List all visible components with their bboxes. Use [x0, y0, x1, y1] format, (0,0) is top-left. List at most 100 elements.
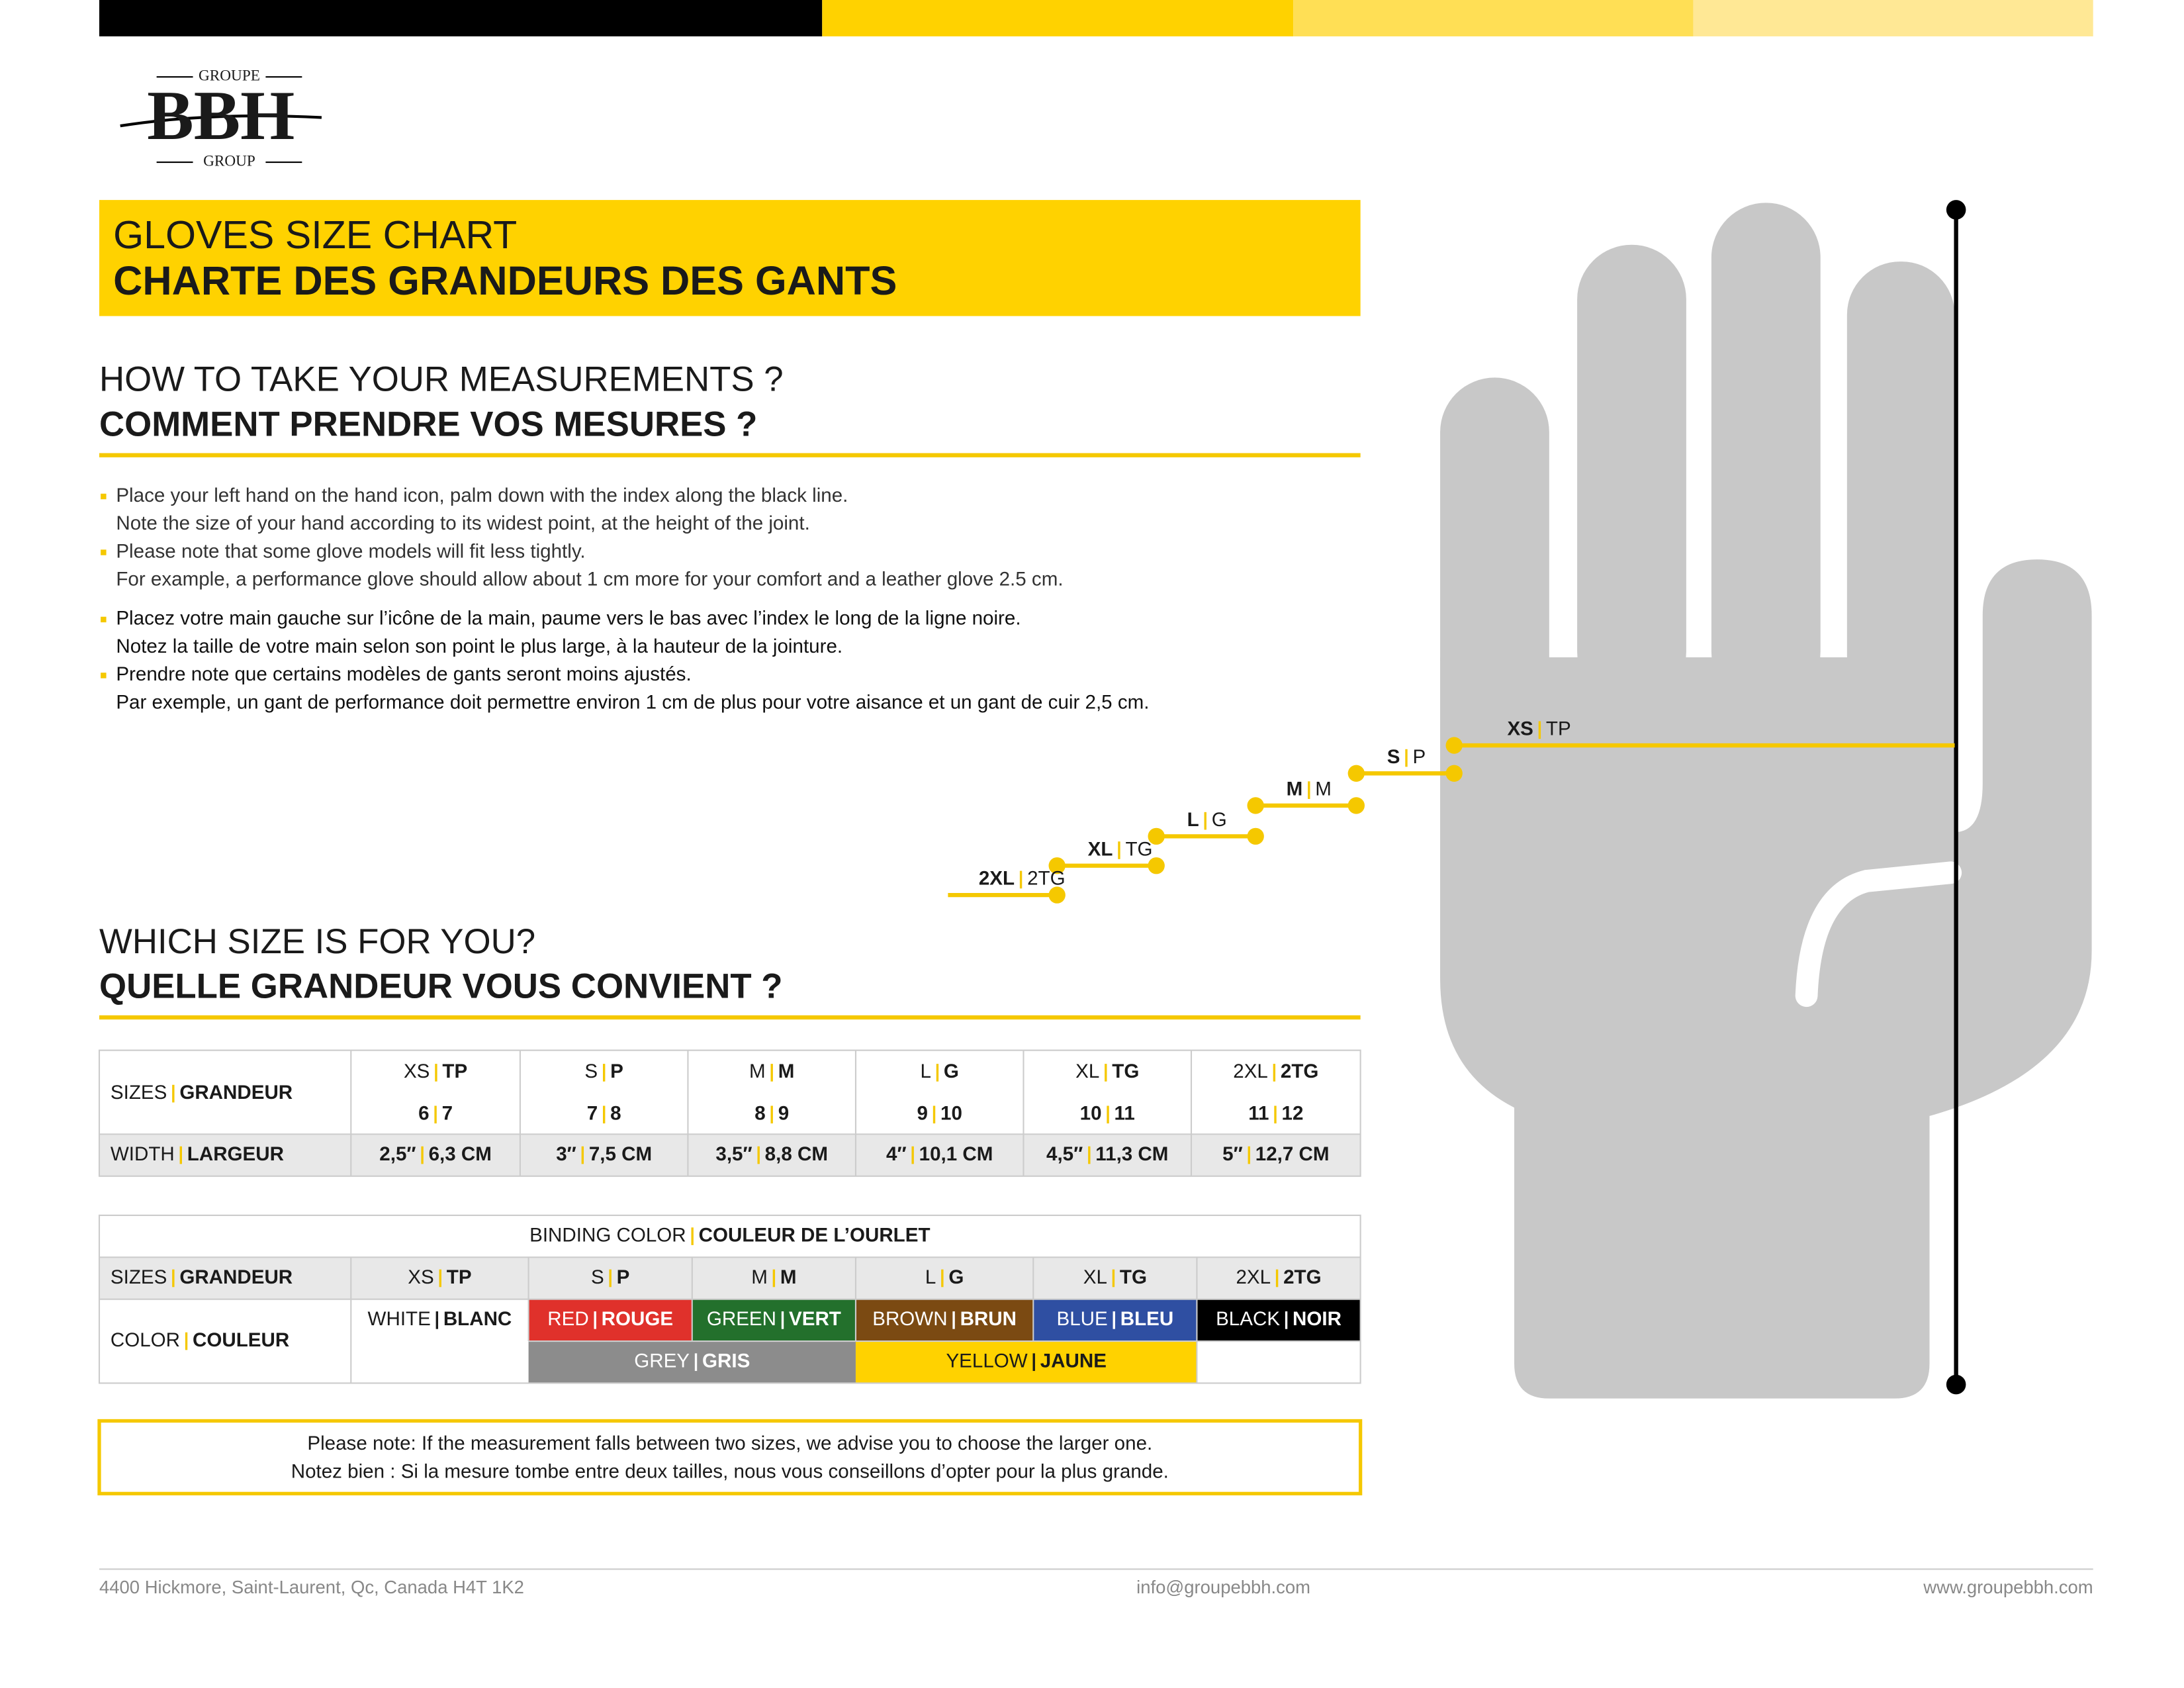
- separator: [602, 1105, 606, 1124]
- separator: [581, 1146, 584, 1164]
- size-dot: [1347, 797, 1365, 814]
- label-part: VERT: [789, 1308, 841, 1330]
- label-part: BLANC: [443, 1308, 512, 1330]
- separator: [1274, 1105, 1277, 1124]
- divider: [99, 1015, 1361, 1020]
- note-box: [97, 1419, 1363, 1495]
- label-part: 3″: [556, 1143, 576, 1165]
- bullet-text: Please note that some glove models will …: [116, 540, 585, 562]
- note-en: Please note: If the measurement falls be…: [307, 1432, 1152, 1454]
- color-swatch: [528, 1299, 692, 1342]
- label-part: 11: [1115, 1103, 1135, 1125]
- label-part: YELLOW: [946, 1350, 1027, 1372]
- label-part: G: [1212, 809, 1227, 831]
- label-part: RED: [547, 1308, 588, 1330]
- label-part: GRIS: [702, 1350, 750, 1372]
- label-part: BROWN: [872, 1308, 947, 1330]
- label-part: M: [778, 1060, 795, 1082]
- separator: [1308, 781, 1310, 799]
- size-dot: [1048, 886, 1066, 904]
- separator: [1204, 812, 1206, 830]
- separator: [179, 1146, 182, 1164]
- divider: [99, 453, 1361, 457]
- label-part: 4″: [886, 1143, 907, 1165]
- label-part: 2XL: [979, 868, 1015, 890]
- label-part: WHITE: [368, 1308, 431, 1330]
- label-part: 12,7 CM: [1255, 1143, 1330, 1165]
- label-part: TP: [442, 1060, 467, 1082]
- size-dot: [1148, 827, 1165, 845]
- note-fr: Notez bien : Si la mesure tombe entre de…: [291, 1460, 1169, 1482]
- label-part: 2XL: [1233, 1060, 1268, 1082]
- size-dot: [1347, 765, 1365, 782]
- label-part: SIZES: [111, 1082, 167, 1103]
- label-part: 7: [587, 1103, 598, 1125]
- label-part: TG: [1112, 1060, 1139, 1082]
- label-part: BRUN: [960, 1308, 1017, 1330]
- label-part: S: [584, 1060, 598, 1082]
- label-part: GRANDEUR: [179, 1082, 293, 1103]
- bullet-text: Placez votre main gauche sur l’icône de …: [116, 608, 1021, 630]
- color-swatch: [692, 1299, 856, 1342]
- label-part: 6: [418, 1103, 429, 1125]
- separator: [1248, 1146, 1250, 1164]
- separator: [936, 1064, 939, 1082]
- label-part: P: [610, 1060, 623, 1082]
- bullet-text: For example, a performance glove should …: [116, 569, 1063, 590]
- label-part: 7: [442, 1103, 453, 1125]
- label-part: M: [1315, 778, 1332, 800]
- color-swatch: [1197, 1299, 1361, 1342]
- separator: [1118, 841, 1120, 859]
- label-part: 2TG: [1283, 1266, 1322, 1288]
- table-row-bg: [99, 1134, 1361, 1176]
- label-part: G: [948, 1266, 964, 1288]
- bar-black: [99, 0, 823, 36]
- label-part: 10: [940, 1103, 962, 1125]
- label-part: L: [1187, 809, 1199, 831]
- label-part: 11: [1248, 1103, 1269, 1125]
- size-dot: [1048, 857, 1066, 874]
- bullet: [101, 549, 107, 555]
- separator: [1113, 1311, 1115, 1329]
- separator: [434, 1105, 437, 1124]
- label-part: JAUNE: [1040, 1350, 1107, 1372]
- label-part: M: [751, 1266, 768, 1288]
- label-part: P: [1413, 746, 1426, 768]
- color-swatch: [855, 1341, 1197, 1383]
- separator: [435, 1311, 439, 1329]
- label-part: XL: [1088, 838, 1113, 860]
- separator: [172, 1084, 175, 1103]
- label-part: 10: [1080, 1103, 1102, 1125]
- footer-email: info@groupebbh.com: [1136, 1577, 1310, 1597]
- separator: [172, 1269, 175, 1288]
- label-part: XS: [404, 1060, 430, 1082]
- heading-en: HOW TO TAKE YOUR MEASUREMENTS ?: [99, 360, 784, 399]
- label-part: GRANDEUR: [179, 1266, 293, 1288]
- label-part: 2XL: [1236, 1266, 1271, 1288]
- logo-main: BBH: [147, 77, 295, 154]
- logo-top: GROUPE: [199, 68, 260, 85]
- label-part: BLUE: [1056, 1308, 1107, 1330]
- label-part: 3,5″: [715, 1143, 752, 1165]
- hand: [1440, 203, 2092, 1399]
- label-part: TG: [1125, 838, 1152, 860]
- separator: [1107, 1105, 1109, 1124]
- label-part: 8: [610, 1103, 621, 1125]
- label-part: NOIR: [1293, 1308, 1342, 1330]
- label-part: 11,3 CM: [1095, 1143, 1168, 1165]
- separator: [602, 1064, 606, 1082]
- label-part: XL: [1083, 1266, 1107, 1288]
- label-part: 6,3 CM: [429, 1143, 492, 1165]
- size-dot: [1148, 857, 1165, 874]
- separator: [772, 1269, 776, 1288]
- label-part: M: [1287, 778, 1303, 800]
- label-part: 10,1 CM: [919, 1143, 993, 1165]
- bullet-text: Place your left hand on the hand icon, p…: [116, 485, 848, 506]
- separator: [770, 1064, 773, 1082]
- label-part: M: [780, 1266, 797, 1288]
- size-dot: [1445, 765, 1463, 782]
- separator: [594, 1311, 596, 1329]
- size-dot: [1445, 737, 1463, 754]
- label-part: 8,8 CM: [765, 1143, 828, 1165]
- label-part: 2TG: [1281, 1060, 1319, 1082]
